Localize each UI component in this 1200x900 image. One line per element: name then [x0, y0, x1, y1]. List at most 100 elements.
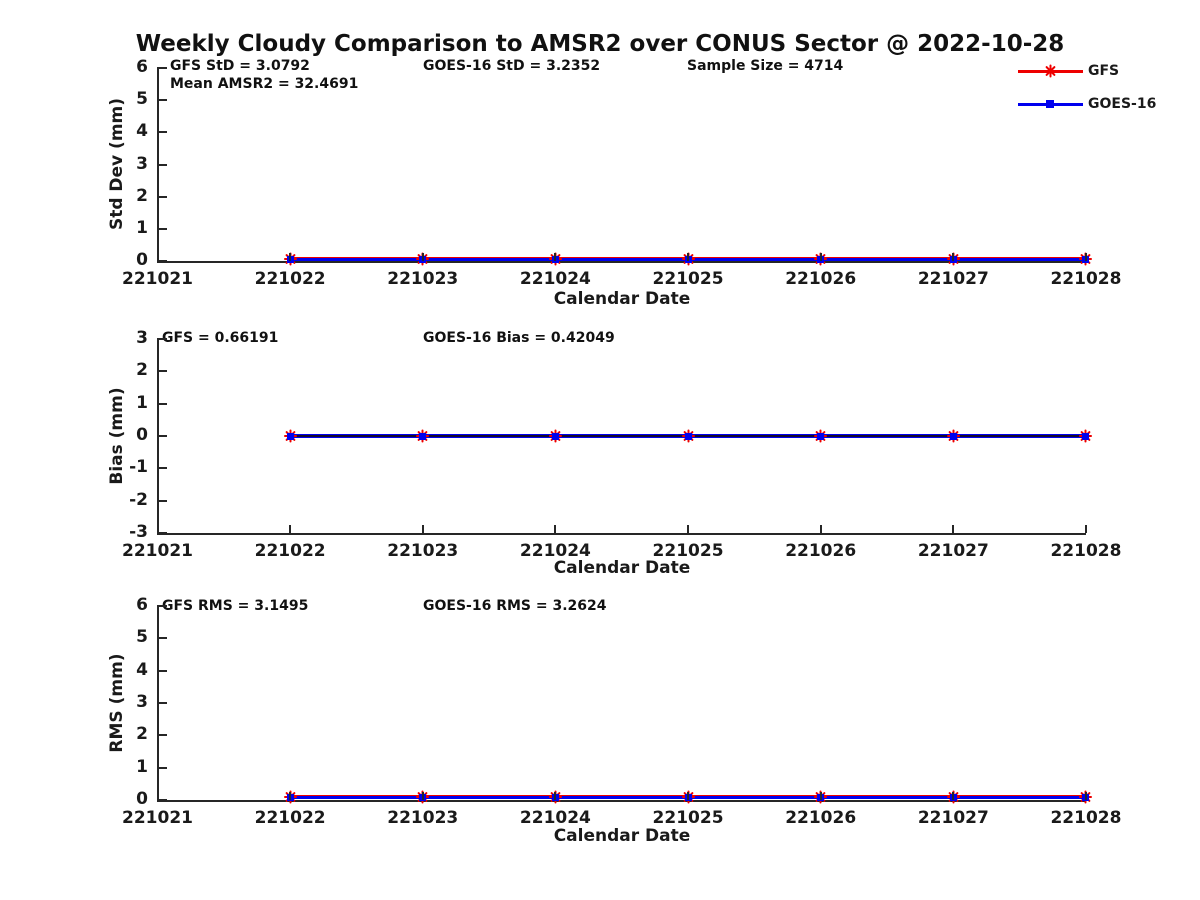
std-dev-y-tick-label: 1: [136, 217, 148, 238]
rms-x-tick-label: 221027: [917, 808, 989, 828]
rms-x-tickmark: [156, 792, 159, 800]
bias-x-tick-label: 221024: [519, 541, 591, 561]
bias-y-tick-label: 0: [136, 425, 148, 445]
std-dev-y-tickmark: [159, 99, 167, 102]
bias-y-tickmark: [159, 402, 167, 405]
std-dev-x-tickmark: [687, 253, 690, 261]
bias-x-tick-label: 221021: [122, 541, 193, 561]
rms-x-tickmark: [554, 792, 557, 800]
rms-x-tick-label: 221023: [387, 808, 459, 828]
bias-annotation-gfs: GFS = 0.66191: [162, 330, 279, 346]
rms-y-tick-label: 6: [136, 595, 148, 615]
std-dev-x-tickmark: [819, 253, 822, 261]
rms-x-tickmark: [421, 792, 424, 800]
bias-x-tick-label: 221025: [652, 541, 724, 561]
bias-y-tick-label: -1: [129, 457, 148, 478]
bias-x-axis-label: Calendar Date: [553, 558, 691, 578]
bias-x-tick-label: 221027: [917, 541, 989, 561]
bias-goes16-square-marker: [684, 432, 692, 440]
rms-y-tick-label: 4: [136, 659, 148, 680]
rms-annotation-goes16: GOES-16 RMS = 3.2624: [423, 598, 607, 614]
bias-x-tickmark: [421, 525, 424, 533]
stddev-annotation-mean-amsr2: Mean AMSR2 = 32.4691: [170, 76, 359, 92]
rms-y-tick-label: 5: [136, 627, 148, 648]
bias-y-tickmark: [159, 467, 167, 470]
bias-x-tickmark: [156, 525, 159, 533]
std-dev-y-tick-label: 2: [136, 185, 148, 206]
stddev-annotation-gfs: GFS StD = 3.0792: [170, 58, 310, 74]
rms-x-axis: [157, 800, 1086, 802]
chart-title: Weekly Cloudy Comparison to AMSR2 over C…: [135, 31, 1065, 57]
legend-goes16-square-marker: [1046, 100, 1054, 108]
rms-x-tick-label: 221024: [519, 808, 591, 828]
rms-y-tickmark: [159, 637, 167, 640]
bias-y-tick-label: 1: [136, 392, 148, 413]
legend: GFS GOES-16: [1015, 58, 1190, 118]
bias-goes16-square-marker: [949, 432, 957, 440]
bias-x-tick-label: 221023: [387, 541, 459, 561]
bias-y-tick-label: -2: [129, 489, 148, 510]
std-dev-y-tick-label: 5: [136, 89, 148, 110]
rms-x-tickmark: [819, 792, 822, 800]
bias-y-tickmark: [159, 435, 167, 437]
rms-annotation-gfs: GFS RMS = 3.1495: [162, 598, 309, 614]
rms-x-tick-label: 221022: [254, 808, 326, 828]
rms-y-tick-label: 3: [136, 692, 148, 712]
bias-annotation-goes16: GOES-16 Bias = 0.42049: [423, 330, 615, 346]
std-dev-y-tick-label: 3: [136, 153, 148, 174]
rms-y-tickmark: [159, 799, 167, 801]
bias-y-tickmark: [159, 532, 167, 534]
std-dev-x-tick-label: 221022: [254, 269, 326, 289]
bias-x-tickmark: [952, 525, 955, 533]
rms-y-tick-label: 1: [136, 756, 148, 777]
rms-x-tick-label: 221026: [785, 808, 857, 828]
rms-x-tick-label: 221028: [1050, 808, 1122, 828]
bias-y-tickmark: [159, 499, 167, 502]
bias-x-tickmark: [687, 525, 690, 533]
rms-y-tickmark: [159, 669, 167, 672]
std-dev-x-tick-label: 221025: [652, 269, 724, 289]
std-dev-x-tickmark: [421, 253, 424, 261]
rms-x-tickmark: [687, 792, 690, 800]
std-dev-x-tickmark: [156, 253, 159, 261]
stddev-x-axis-label: Calendar Date: [553, 289, 691, 309]
bias-y-tick-label: 2: [136, 360, 148, 381]
bias-y-tickmark: [159, 370, 167, 373]
std-dev-x-tickmark: [1084, 253, 1087, 261]
bias-x-tickmark: [1084, 525, 1087, 533]
bias-y-axis: [157, 338, 159, 535]
rms-x-tick-label: 221025: [652, 808, 724, 828]
rms-y-axis: [157, 605, 159, 802]
std-dev-y-tickmark: [159, 163, 167, 166]
bias-goes16-square-marker: [419, 432, 427, 440]
stddev-annotation-goes16: GOES-16 StD = 3.2352: [423, 58, 601, 74]
rms-x-tick-label: 221021: [122, 808, 193, 828]
bias-goes16-square-marker: [1082, 432, 1090, 440]
std-dev-x-tick-label: 221021: [122, 269, 193, 289]
bias-y-tick-label: -3: [129, 522, 148, 542]
std-dev-y-tickmark: [159, 67, 167, 69]
rms-y-tickmark: [159, 702, 167, 704]
rms-x-tickmark: [1084, 792, 1087, 800]
bias-goes16-square-marker: [551, 432, 559, 440]
rms-y-tickmark: [159, 734, 167, 737]
std-dev-y-tickmark: [159, 131, 167, 134]
std-dev-x-tickmark: [952, 253, 955, 261]
std-dev-y-axis: [157, 67, 159, 263]
bias-x-tick-label: 221022: [254, 541, 326, 561]
bias-goes16-square-marker: [286, 432, 294, 440]
bias-x-tickmark: [819, 525, 822, 533]
std-dev-x-tickmark: [289, 253, 292, 261]
std-dev-y-tickmark: [159, 195, 167, 198]
rms-y-tickmark: [159, 605, 167, 607]
bias-y-tickmark: [159, 338, 167, 340]
std-dev-y-tickmark: [159, 260, 167, 262]
std-dev-x-tick-label: 221023: [387, 269, 459, 289]
std-dev-x-tick-label: 221027: [917, 269, 989, 289]
std-dev-y-tickmark: [159, 227, 167, 230]
std-dev-y-tick-label: 4: [136, 121, 148, 142]
std-dev-x-tickmark: [554, 253, 557, 261]
bias-y-tick-label: 3: [136, 328, 148, 348]
std-dev-x-axis: [157, 261, 1086, 263]
